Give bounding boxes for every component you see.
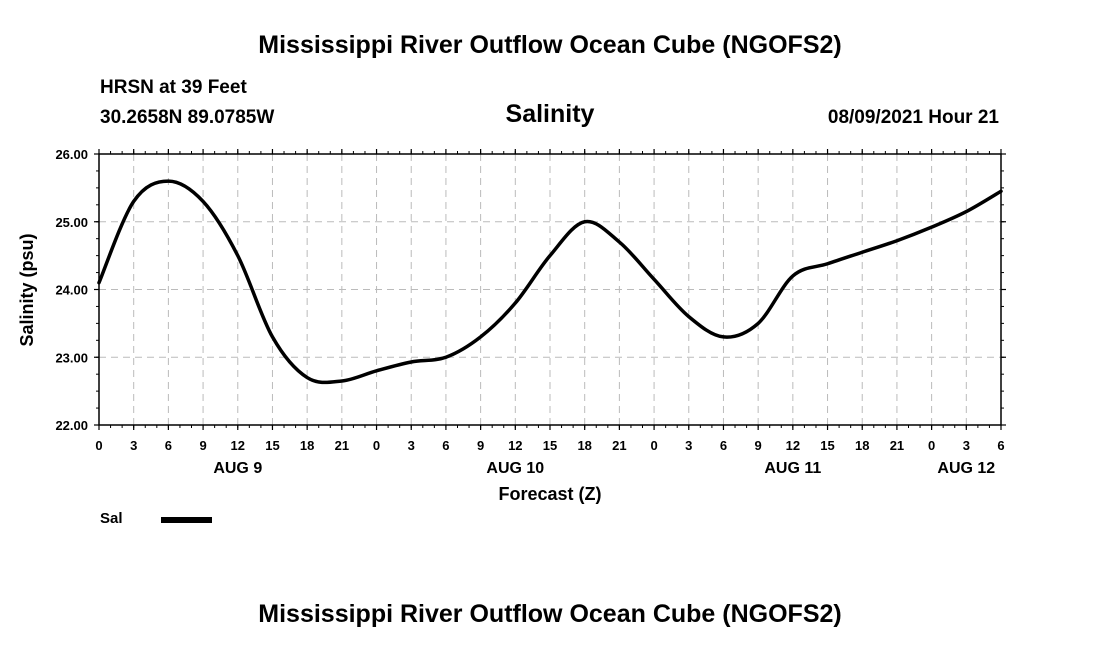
x-tick-label: 3 xyxy=(963,438,970,453)
chart-title: Salinity xyxy=(505,100,595,128)
date-label: AUG 12 xyxy=(937,460,995,477)
x-tick-label: 15 xyxy=(820,438,834,453)
x-tick-label: 12 xyxy=(786,438,800,453)
x-tick-label: 0 xyxy=(373,438,380,453)
x-tick-label: 0 xyxy=(95,438,102,453)
page-title: Mississippi River Outflow Ocean Cube (NG… xyxy=(258,31,842,59)
grid xyxy=(99,154,1001,425)
x-tick-label: 15 xyxy=(265,438,279,453)
x-tick-label: 6 xyxy=(442,438,449,453)
y-axis-label: Salinity (psu) xyxy=(17,233,37,346)
x-tick-label: 9 xyxy=(477,438,484,453)
axis-labels: 22.00 23.00 24.00 25.00 26.00 0 3 6 9 12 15 18 21 0 3 6… xyxy=(55,147,1004,477)
x-tick-label: 3 xyxy=(130,438,137,453)
x-tick-label: 0 xyxy=(650,438,657,453)
y-tick-label: 22.00 xyxy=(55,418,88,433)
x-tick-label: 21 xyxy=(335,438,349,453)
x-tick-label: 18 xyxy=(300,438,314,453)
y-tick-label: 24.00 xyxy=(55,283,88,298)
x-axis-label: Forecast (Z) xyxy=(498,484,601,504)
y-tick-label: 26.00 xyxy=(55,147,88,162)
x-tick-label: 3 xyxy=(685,438,692,453)
footer-title: Mississippi River Outflow Ocean Cube (NG… xyxy=(258,600,842,628)
x-tick-label: 18 xyxy=(577,438,591,453)
x-tick-label: 15 xyxy=(543,438,557,453)
date-label: AUG 11 xyxy=(764,460,821,477)
x-tick-label: 9 xyxy=(755,438,762,453)
x-tick-label: 0 xyxy=(928,438,935,453)
x-tick-label: 3 xyxy=(408,438,415,453)
x-tick-label: 9 xyxy=(199,438,206,453)
date-label: AUG 10 xyxy=(486,460,544,477)
station-label: HRSN at 39 Feet xyxy=(100,77,247,98)
legend-swatch xyxy=(161,517,212,523)
x-tick-label: 21 xyxy=(612,438,626,453)
x-tick-label: 12 xyxy=(231,438,245,453)
x-tick-label: 6 xyxy=(165,438,172,453)
x-tick-label: 18 xyxy=(855,438,869,453)
axis-ticks xyxy=(94,149,1006,430)
y-tick-label: 25.00 xyxy=(55,215,88,230)
y-tick-label: 23.00 xyxy=(55,350,88,365)
x-tick-label: 12 xyxy=(508,438,522,453)
salinity-series-line xyxy=(97,179,1003,385)
x-tick-label: 21 xyxy=(890,438,904,453)
legend-label: Sal xyxy=(100,510,123,527)
station-coordinates: 30.2658N 89.0785W xyxy=(100,107,275,128)
date-label: AUG 9 xyxy=(213,460,262,477)
x-tick-label: 6 xyxy=(997,438,1004,453)
forecast-datetime: 08/09/2021 Hour 21 xyxy=(827,107,999,128)
x-tick-label: 6 xyxy=(720,438,727,453)
